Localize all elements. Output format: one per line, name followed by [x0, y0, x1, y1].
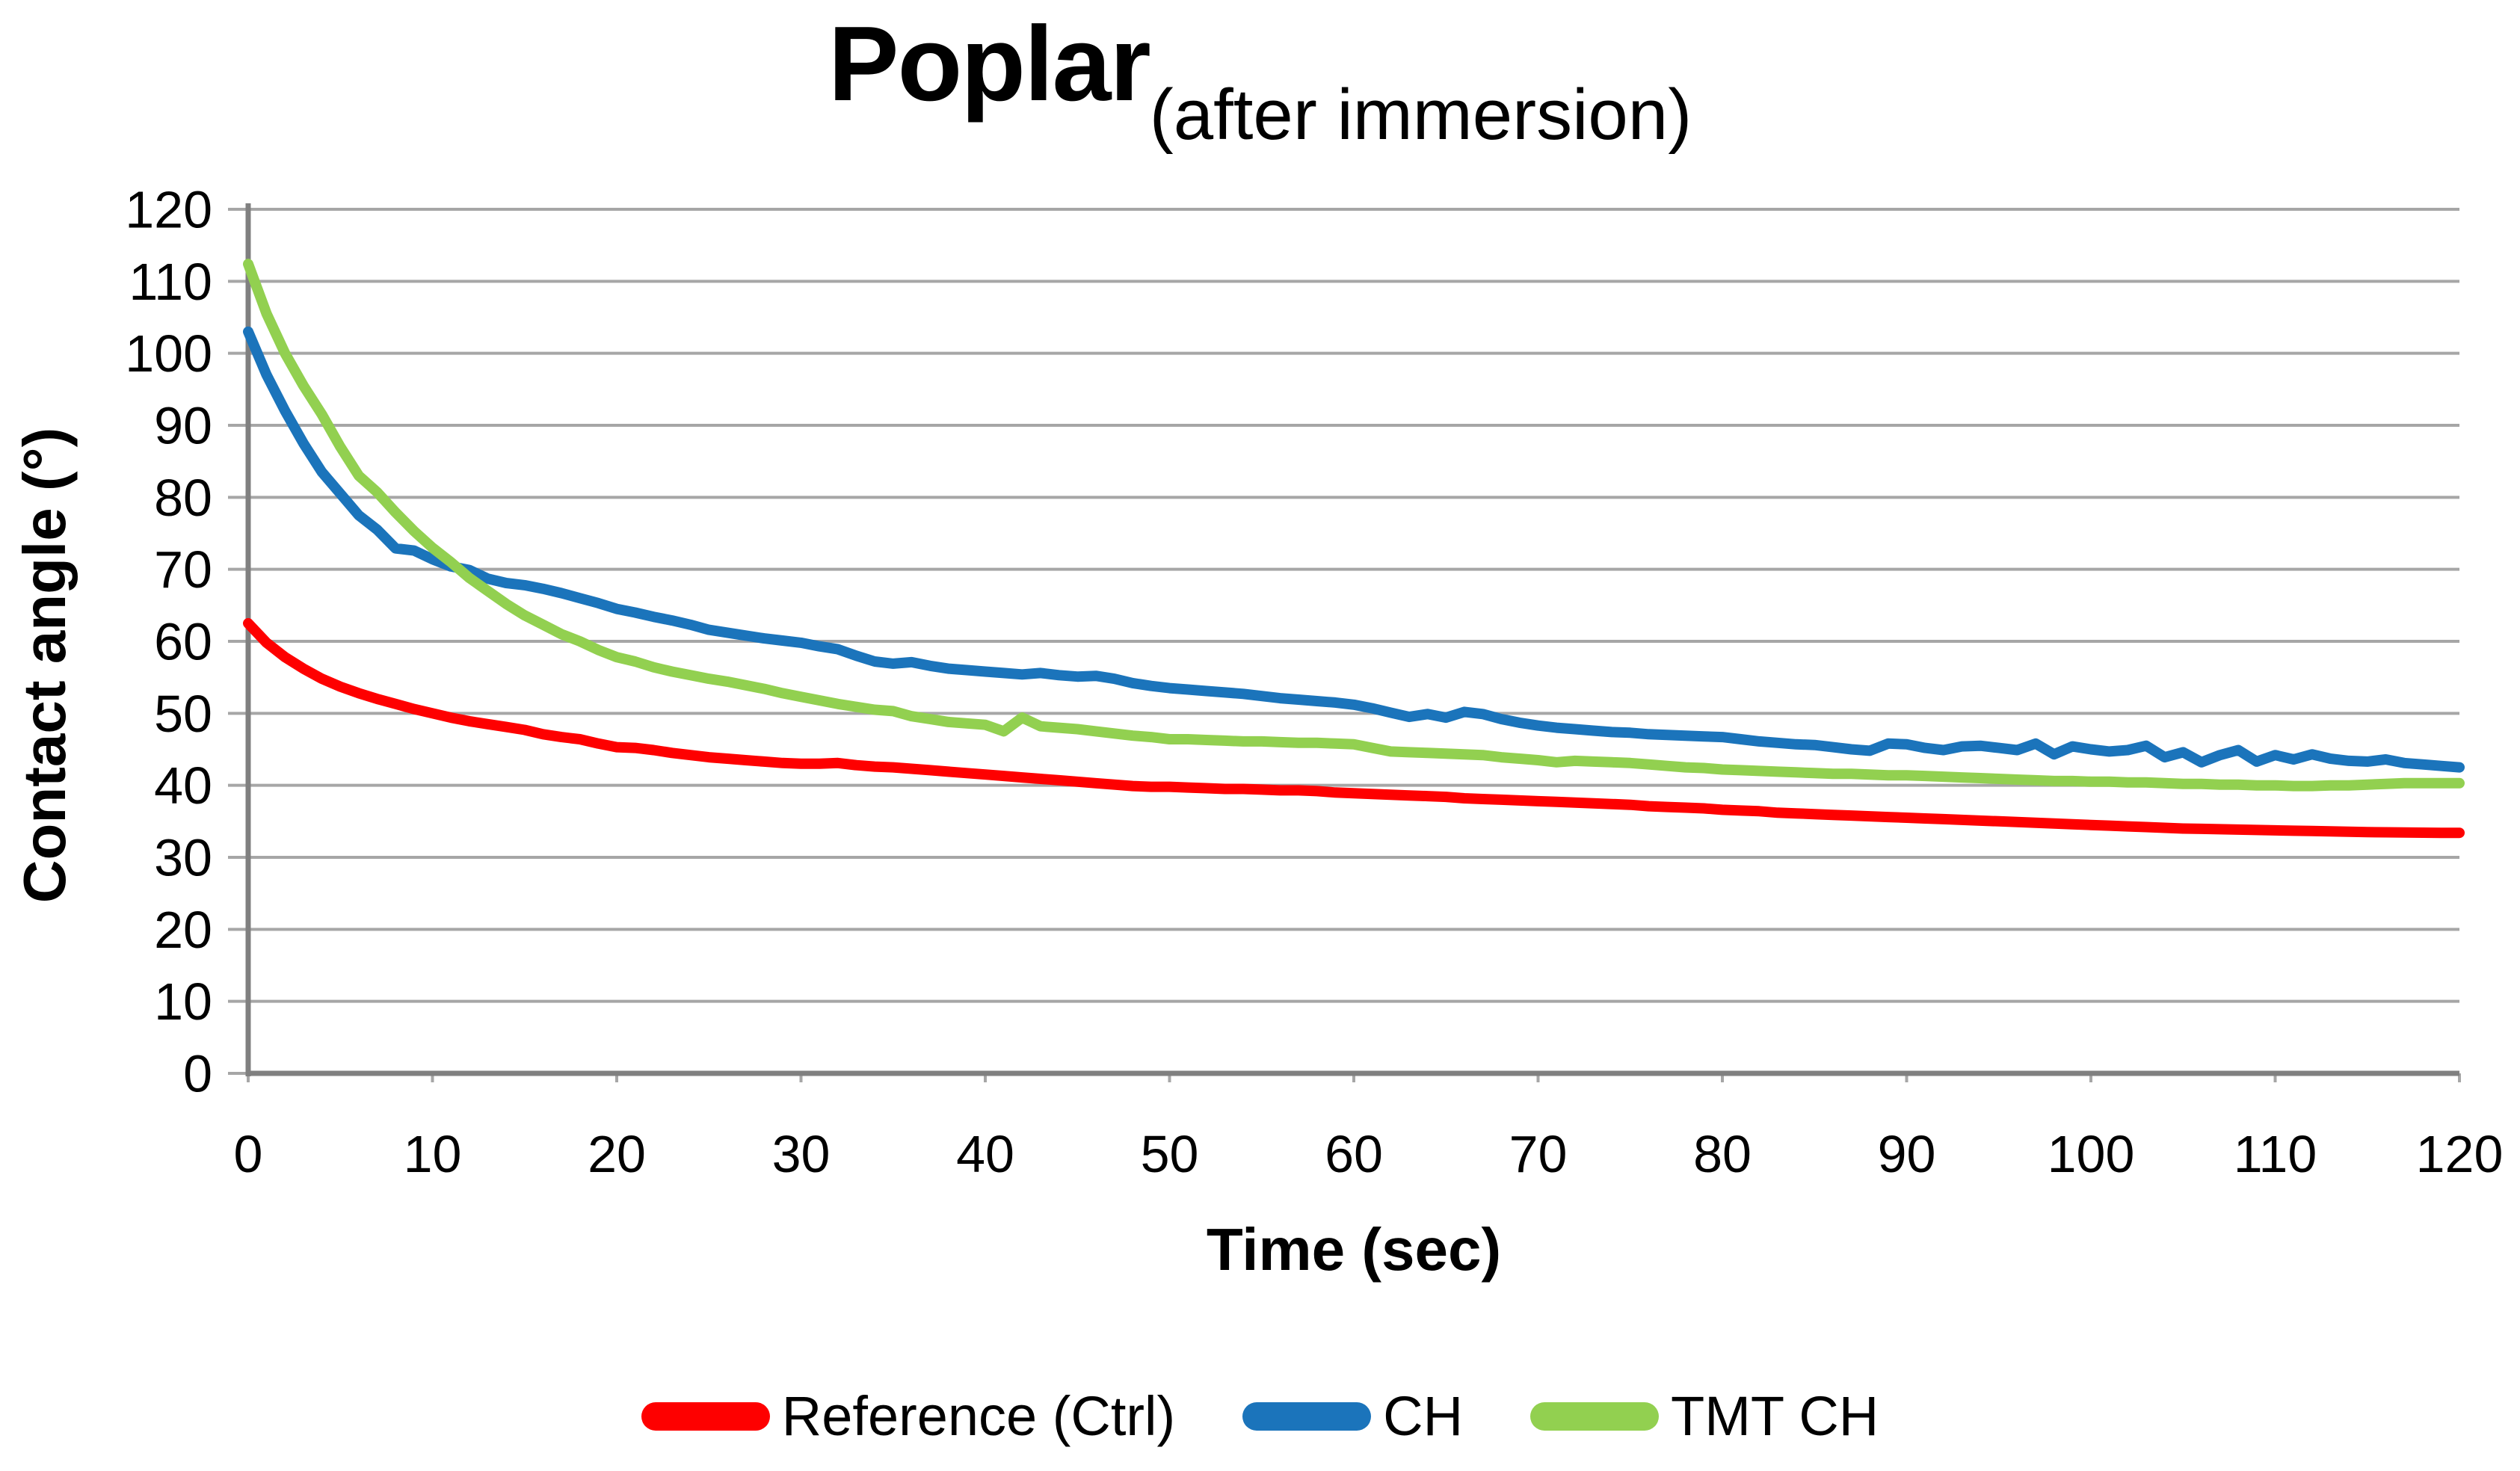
chart-title: Poplar(after immersion) [0, 3, 2520, 156]
legend-line-swatch-green [1530, 1401, 1660, 1431]
series-line-reference-ctrl- [243, 617, 2465, 839]
x-tick-label: 40 [956, 1125, 1014, 1183]
legend-label-reference-ctrl: Reference (Ctrl) [781, 1385, 1176, 1447]
y-tick-label: 10 [154, 972, 212, 1031]
y-tick-label: 20 [154, 901, 212, 959]
legend-label-ch: CH [1383, 1385, 1464, 1447]
chart-title-subscript: (after immersion) [1149, 75, 1692, 155]
x-tick-label: 60 [1325, 1125, 1383, 1183]
x-tick-label: 120 [2416, 1125, 2504, 1183]
x-tick-label: 110 [2234, 1125, 2317, 1183]
x-tick-label: 70 [1509, 1125, 1568, 1183]
y-tick-label: 0 [183, 1045, 212, 1103]
series-line-ch [243, 326, 2465, 773]
y-tick-label: 80 [154, 469, 212, 527]
chart-title-main: Poplar [828, 4, 1151, 123]
y-tick-label: 30 [154, 829, 212, 887]
legend-line-swatch-blue [1242, 1401, 1372, 1431]
y-tick-label: 100 [125, 324, 212, 383]
y-tick-label: 90 [154, 397, 212, 455]
y-axis-title: Contact angle (°) [11, 427, 78, 904]
y-tick-label: 60 [154, 613, 212, 671]
x-tick-label: 10 [404, 1125, 462, 1183]
y-tick-label: 70 [154, 540, 212, 599]
y-tick-label: 110 [129, 253, 212, 311]
x-tick-label: 80 [1693, 1125, 1752, 1183]
y-tick-label: 50 [154, 685, 212, 743]
y-tick-label: 40 [154, 756, 212, 815]
x-tick-label: 30 [772, 1125, 831, 1183]
legend-item-ch: CH [1242, 1384, 1463, 1448]
y-tick-label: 120 [125, 181, 212, 239]
legend-label-tmt-ch: TMT CH [1671, 1385, 1879, 1447]
x-tick-label: 50 [1141, 1125, 1199, 1183]
legend-item-reference-ctrl: Reference (Ctrl) [641, 1384, 1175, 1448]
series-line-tmt-ch [243, 259, 2465, 792]
x-tick-label: 100 [2048, 1125, 2135, 1183]
legend-item-tmt-ch: TMT CH [1530, 1384, 1879, 1448]
legend-line-swatch-red [641, 1401, 770, 1431]
x-axis-title: Time (sec) [1206, 1216, 1502, 1283]
chart-legend: Reference (Ctrl) CH TMT CH [0, 1384, 2520, 1448]
x-tick-label: 90 [1878, 1125, 1936, 1183]
x-tick-label: 20 [588, 1125, 646, 1183]
x-tick-label: 0 [234, 1125, 263, 1183]
